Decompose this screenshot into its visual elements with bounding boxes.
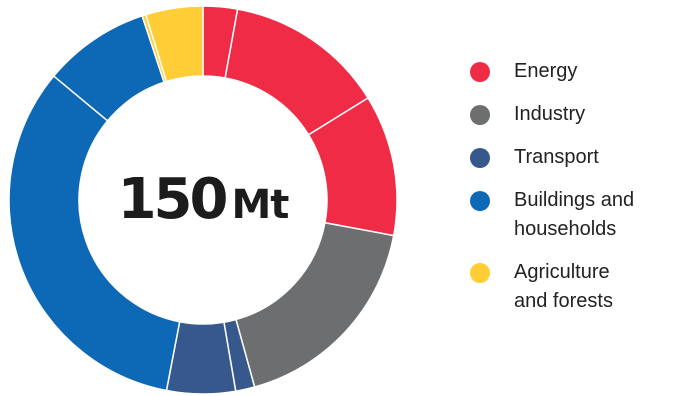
legend-swatch-agriculture — [470, 263, 490, 283]
donut-slice-buildings-6 — [8, 74, 181, 392]
legend-label-energy-line-1: Energy — [514, 60, 578, 82]
center-value: 150 — [117, 167, 229, 232]
legend-label-buildings-line-2: households — [514, 218, 617, 240]
legend-label-transport-line-1: Transport — [514, 146, 599, 168]
legend-label-agriculture-line-1: Agriculture — [514, 261, 610, 283]
legend-item-buildings: Buildings and households — [470, 189, 670, 244]
legend-label-energy: Energy — [514, 57, 577, 86]
legend-label-buildings: Buildings and households — [514, 186, 634, 244]
legend-item-industry: Industry — [470, 103, 670, 129]
legend-swatch-industry — [470, 105, 490, 125]
legend-item-transport: Transport — [470, 146, 670, 172]
donut-slice-industry-3 — [235, 221, 395, 388]
legend-label-agriculture: Agriculture and forests — [514, 258, 613, 316]
legend-swatch-energy — [470, 62, 490, 82]
legend-item-energy: Energy — [470, 60, 670, 86]
legend-label-buildings-line-1: Buildings and — [514, 189, 635, 211]
center-total-label: 150 Mt — [118, 172, 290, 228]
legend-swatch-transport — [470, 148, 490, 168]
legend-label-industry-line-1: Industry — [514, 103, 586, 125]
legend-label-industry: Industry — [514, 100, 585, 129]
center-unit: Mt — [231, 182, 289, 228]
legend-label-transport: Transport — [514, 143, 599, 172]
legend-label-agriculture-line-2: and forests — [514, 290, 613, 312]
legend: Energy Industry Transport Buildings and … — [470, 60, 670, 333]
legend-item-agriculture: Agriculture and forests — [470, 261, 670, 316]
donut-slice-agriculture-9 — [144, 5, 204, 83]
legend-swatch-buildings — [470, 191, 490, 211]
